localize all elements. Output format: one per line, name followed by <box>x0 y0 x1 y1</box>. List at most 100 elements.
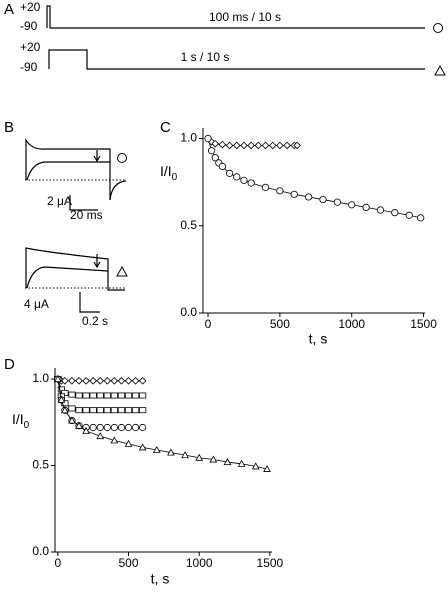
data-point <box>82 407 90 414</box>
protocol-symbol <box>117 153 127 163</box>
x-tick-label: 1000 <box>186 556 213 570</box>
voltage-label: +20 <box>20 0 41 14</box>
data-point <box>61 406 69 414</box>
data-point <box>195 453 204 461</box>
data-point <box>96 392 104 399</box>
y-axis-label-main: I/I <box>160 163 172 179</box>
data-point <box>261 183 270 191</box>
y-tick-label: 1.0 <box>180 131 197 145</box>
x-axis-label: t, s <box>151 571 170 587</box>
data-point <box>152 445 161 453</box>
data-point <box>68 416 76 424</box>
y-tick-label: 0.5 <box>180 218 197 232</box>
data-point <box>218 162 226 170</box>
data-point <box>117 392 126 399</box>
data-point <box>293 141 301 150</box>
data-point <box>225 169 234 177</box>
data-point <box>263 464 271 472</box>
x-axis-label: t, s <box>309 331 328 347</box>
data-point <box>110 407 118 414</box>
data-point <box>75 377 83 385</box>
data-point <box>89 392 97 399</box>
data-point <box>276 187 284 195</box>
data-point <box>75 407 83 414</box>
data-point <box>117 377 126 385</box>
panel-label: A <box>4 1 14 18</box>
current-trace <box>26 161 110 181</box>
data-point <box>247 141 255 150</box>
data-point <box>96 423 104 432</box>
protocol-label: 1 s / 10 s <box>181 50 230 64</box>
data-point <box>110 423 118 432</box>
data-point <box>124 407 133 414</box>
y-axis-label-main: I/I <box>12 411 24 427</box>
data-point <box>211 154 219 162</box>
x-tick-label: 500 <box>270 317 290 331</box>
data-point <box>268 141 277 150</box>
data-point <box>68 391 76 398</box>
scale-label: 20 ms <box>70 208 103 222</box>
axis-line <box>202 128 425 314</box>
data-point <box>305 193 313 201</box>
data-point <box>376 206 385 214</box>
data-point <box>124 423 133 432</box>
scale-label: 4 μA <box>24 297 49 311</box>
data-point <box>209 455 218 463</box>
data-point <box>208 147 216 155</box>
data-point <box>237 459 246 467</box>
data-point <box>96 377 105 385</box>
y-axis-label: I/I0 <box>160 163 178 183</box>
scale-bar <box>69 195 98 211</box>
arrow <box>93 254 101 269</box>
data-point <box>103 423 111 432</box>
data-point <box>319 195 327 204</box>
protocol-trace <box>46 5 425 29</box>
data-point <box>233 141 241 150</box>
data-point <box>417 214 425 222</box>
data-point <box>276 141 284 150</box>
panel-label: D <box>4 356 15 373</box>
current-trace <box>25 247 125 291</box>
data-point <box>290 190 298 198</box>
current-trace <box>25 137 127 201</box>
data-point <box>57 395 66 403</box>
data-point <box>139 423 147 432</box>
data-point <box>110 392 118 399</box>
x-tick-label: 0 <box>54 556 61 570</box>
data-point <box>96 407 104 414</box>
y-tick-label: 0.5 <box>32 458 49 472</box>
x-tick-label: 0 <box>205 317 212 331</box>
protocol-label: 100 ms / 10 s <box>209 10 281 24</box>
panel-label: B <box>4 119 14 136</box>
data-point <box>391 209 399 217</box>
y-tick-label: 0.0 <box>180 305 197 319</box>
data-point <box>89 377 97 385</box>
data-point <box>75 392 83 399</box>
data-point <box>139 407 147 414</box>
data-point <box>251 462 260 470</box>
data-point <box>333 198 341 206</box>
data-point <box>131 377 140 385</box>
data-point <box>82 377 90 385</box>
data-point <box>167 448 175 456</box>
panel-label: C <box>160 119 171 136</box>
scale-label: 2 μA <box>47 194 72 208</box>
data-point <box>240 141 248 150</box>
data-point <box>68 405 76 412</box>
x-tick-label: 1500 <box>257 556 284 570</box>
data-point <box>233 173 241 181</box>
x-tick-label: 1500 <box>410 317 437 331</box>
data-point <box>103 407 111 414</box>
data-point <box>131 423 140 432</box>
protocol-symbol <box>434 64 446 76</box>
y-axis-label: I/I0 <box>12 411 30 431</box>
y-axis-label-subscript: 0 <box>172 172 178 183</box>
data-point <box>254 141 263 150</box>
data-point <box>240 176 248 184</box>
data-point <box>82 392 90 399</box>
protocol-symbol <box>433 23 443 33</box>
data-point <box>131 392 140 399</box>
data-point <box>405 211 413 219</box>
y-tick-label: 0.0 <box>32 544 49 558</box>
